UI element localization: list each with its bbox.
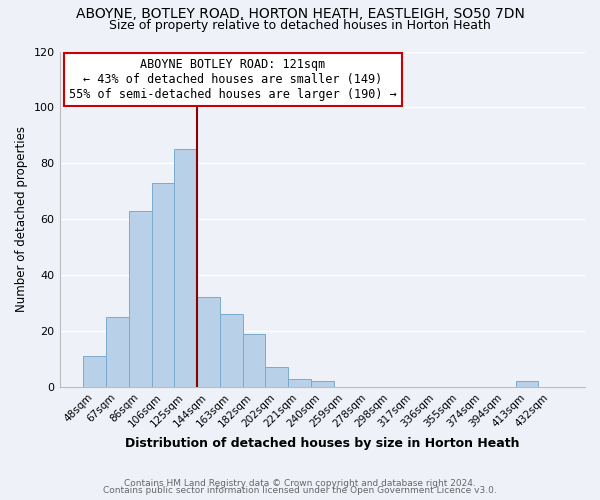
Bar [152, 183, 175, 387]
Text: Size of property relative to detached houses in Horton Heath: Size of property relative to detached ho… [109, 19, 491, 32]
Bar [265, 368, 288, 387]
Bar [197, 298, 220, 387]
Bar [288, 378, 311, 387]
Bar [220, 314, 242, 387]
Text: ABOYNE BOTLEY ROAD: 121sqm
← 43% of detached houses are smaller (149)
55% of sem: ABOYNE BOTLEY ROAD: 121sqm ← 43% of deta… [69, 58, 397, 101]
Bar [311, 382, 334, 387]
Text: Contains public sector information licensed under the Open Government Licence v3: Contains public sector information licen… [103, 486, 497, 495]
Bar [515, 382, 538, 387]
Bar [83, 356, 106, 387]
Bar [129, 211, 152, 387]
Bar [106, 317, 129, 387]
X-axis label: Distribution of detached houses by size in Horton Heath: Distribution of detached houses by size … [125, 437, 520, 450]
Y-axis label: Number of detached properties: Number of detached properties [15, 126, 28, 312]
Text: ABOYNE, BOTLEY ROAD, HORTON HEATH, EASTLEIGH, SO50 7DN: ABOYNE, BOTLEY ROAD, HORTON HEATH, EASTL… [76, 8, 524, 22]
Bar [242, 334, 265, 387]
Bar [175, 150, 197, 387]
Text: Contains HM Land Registry data © Crown copyright and database right 2024.: Contains HM Land Registry data © Crown c… [124, 478, 476, 488]
